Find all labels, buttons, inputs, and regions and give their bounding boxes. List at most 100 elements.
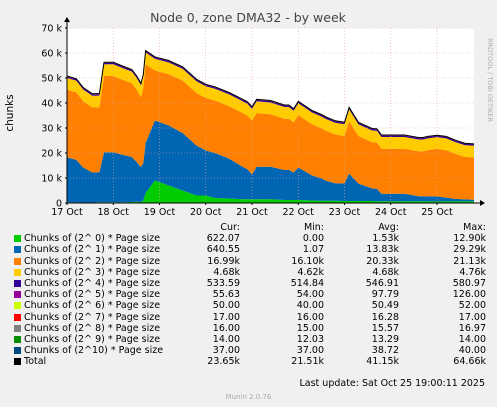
y-tick-labels: 0 10 k 20 k 30 k 40 k 50 k 60 k 70 k bbox=[41, 24, 67, 210]
legend-row: Chunks of (2^ 1) * Page size 640.55 1.07 13… bbox=[12, 244, 490, 255]
legend-swatch bbox=[14, 358, 21, 366]
header-min: Min: bbox=[303, 222, 324, 233]
legend-name: Chunks of (2^ 4) * Page size bbox=[24, 277, 161, 289]
legend-row: Chunks of (2^10) * Page size 37.00 37.00 38… bbox=[12, 345, 490, 356]
x-axis-arrow bbox=[480, 200, 485, 206]
legend-min: 37.00 bbox=[296, 345, 324, 357]
legend-avg: 13.29 bbox=[371, 333, 399, 345]
legend-cur: 14.00 bbox=[212, 333, 240, 345]
legend-swatch bbox=[14, 291, 21, 299]
legend-avg: 50.49 bbox=[371, 300, 399, 312]
x-tick-label: 21 Oct bbox=[236, 207, 268, 218]
legend-avg: 97.79 bbox=[371, 289, 399, 301]
legend-min: 12.03 bbox=[296, 333, 324, 345]
x-tick-label: 19 Oct bbox=[144, 207, 176, 218]
legend-max: 126.00 bbox=[452, 289, 486, 301]
series-area-0 bbox=[67, 180, 474, 203]
legend-avg: 16.28 bbox=[371, 311, 399, 323]
y-axis-arrow bbox=[64, 17, 70, 22]
x-tick-label: 23 Oct bbox=[329, 207, 361, 218]
legend-max: 17.00 bbox=[458, 311, 486, 323]
legend-row: Chunks of (2^ 9) * Page size 14.00 12.03 13… bbox=[12, 334, 490, 345]
legend-max: 14.00 bbox=[458, 333, 486, 345]
stacked-areas bbox=[67, 50, 474, 203]
legend-max: 580.97 bbox=[452, 277, 486, 289]
legend-name: Total bbox=[24, 356, 47, 368]
legend-name: Chunks of (2^ 1) * Page size bbox=[24, 244, 161, 256]
legend-max: 64.66k bbox=[453, 356, 486, 368]
legend-avg: 41.15k bbox=[366, 356, 399, 368]
legend-avg: 38.72 bbox=[371, 345, 399, 357]
legend-swatch bbox=[14, 324, 21, 332]
header-cur: Cur: bbox=[220, 222, 240, 233]
legend-min: 4.62k bbox=[297, 266, 324, 278]
legend-max: 16.97 bbox=[458, 322, 486, 334]
series-area-3 bbox=[67, 52, 474, 158]
series-area-2 bbox=[67, 64, 474, 200]
legend-row: Chunks of (2^ 0) * Page size 622.07 0.00 1.… bbox=[12, 233, 490, 244]
legend-min: 54.00 bbox=[296, 289, 324, 301]
legend-cur: 17.00 bbox=[212, 311, 240, 323]
legend-row: Chunks of (2^ 4) * Page size 533.59 514.84… bbox=[12, 278, 490, 289]
legend-cur: 55.63 bbox=[212, 289, 240, 301]
legend-row: Chunks of (2^ 7) * Page size 17.00 16.00 16… bbox=[12, 312, 490, 323]
legend-cur: 16.99k bbox=[207, 255, 240, 267]
header-max: Max: bbox=[463, 222, 486, 233]
legend-max: 29.29k bbox=[453, 244, 486, 256]
legend-cur: 50.00 bbox=[212, 300, 240, 312]
legend-avg: 4.68k bbox=[372, 266, 399, 278]
y-tick-label: 60 k bbox=[41, 49, 62, 60]
x-tick-label: 24 Oct bbox=[375, 207, 407, 218]
legend-swatch bbox=[14, 235, 21, 243]
legend-avg: 20.33k bbox=[366, 255, 399, 267]
legend-min: 21.51k bbox=[291, 356, 324, 368]
legend-name: Chunks of (2^10) * Page size bbox=[24, 345, 164, 357]
legend-name: Chunks of (2^ 7) * Page size bbox=[24, 311, 161, 323]
legend-cur: 533.59 bbox=[206, 277, 240, 289]
chart-title: Node 0, zone DMA32 - by week bbox=[150, 10, 347, 25]
legend-min: 40.00 bbox=[296, 300, 324, 312]
legend-name: Chunks of (2^ 0) * Page size bbox=[24, 233, 161, 245]
x-tick-label: 20 Oct bbox=[190, 207, 222, 218]
legend-row: Chunks of (2^ 3) * Page size 4.68k 4.62k 4.… bbox=[12, 267, 490, 278]
legend-max: 52.00 bbox=[458, 300, 486, 312]
y-tick-label: 10 k bbox=[41, 174, 62, 185]
legend: Cur: Min: Avg: Max: Chunks of (2^ 0) * P… bbox=[12, 222, 490, 367]
legend-cur: 640.55 bbox=[206, 244, 240, 256]
legend-row: Chunks of (2^ 5) * Page size 55.63 54.00 97… bbox=[12, 289, 490, 300]
chart-canvas: Node 0, zone DMA32 - by week chunks RRDT… bbox=[4, 10, 494, 218]
x-tick-label: 17 Oct bbox=[51, 207, 83, 218]
legend-swatch bbox=[14, 335, 21, 343]
legend-max: 40.00 bbox=[458, 345, 486, 357]
x-tick-label: 18 Oct bbox=[97, 207, 129, 218]
y-tick-label: 70 k bbox=[41, 24, 62, 35]
legend-max: 12.90k bbox=[453, 233, 486, 245]
legend-min: 514.84 bbox=[290, 277, 324, 289]
x-tick-labels: 17 Oct 18 Oct 19 Oct 20 Oct 21 Oct 22 Oct 23 O… bbox=[51, 203, 453, 218]
legend-name: Chunks of (2^ 5) * Page size bbox=[24, 289, 161, 301]
legend-cur: 4.68k bbox=[213, 266, 240, 278]
y-tick-label: 50 k bbox=[41, 74, 62, 85]
legend-min: 15.00 bbox=[296, 322, 324, 334]
total-series-line bbox=[66, 49, 475, 145]
legend-swatch bbox=[14, 257, 21, 265]
legend-cur: 622.07 bbox=[206, 233, 240, 245]
legend-swatch bbox=[14, 246, 21, 254]
legend-swatch bbox=[14, 268, 21, 276]
munin-version: Munin 2.0.76 bbox=[225, 393, 272, 401]
grid-lines bbox=[67, 27, 474, 203]
series-area-1 bbox=[67, 120, 474, 203]
legend-header: Cur: Min: Avg: Max: bbox=[12, 222, 490, 233]
header-avg: Avg: bbox=[378, 222, 399, 233]
legend-row: Chunks of (2^ 6) * Page size 50.00 40.00 50… bbox=[12, 300, 490, 311]
legend-avg: 546.91 bbox=[365, 277, 399, 289]
legend-swatch bbox=[14, 347, 21, 355]
legend-min: 1.07 bbox=[302, 244, 324, 256]
y-axis-label: chunks bbox=[4, 94, 16, 131]
legend-name: Chunks of (2^ 2) * Page size bbox=[24, 255, 161, 267]
last-update: Last update: Sat Oct 25 19:00:11 2025 bbox=[299, 378, 485, 389]
x-tick-label: 22 Oct bbox=[282, 207, 314, 218]
legend-swatch bbox=[14, 302, 21, 310]
legend-row: Chunks of (2^ 8) * Page size 16.00 15.00 15… bbox=[12, 323, 490, 334]
legend-cur: 23.65k bbox=[207, 356, 240, 368]
